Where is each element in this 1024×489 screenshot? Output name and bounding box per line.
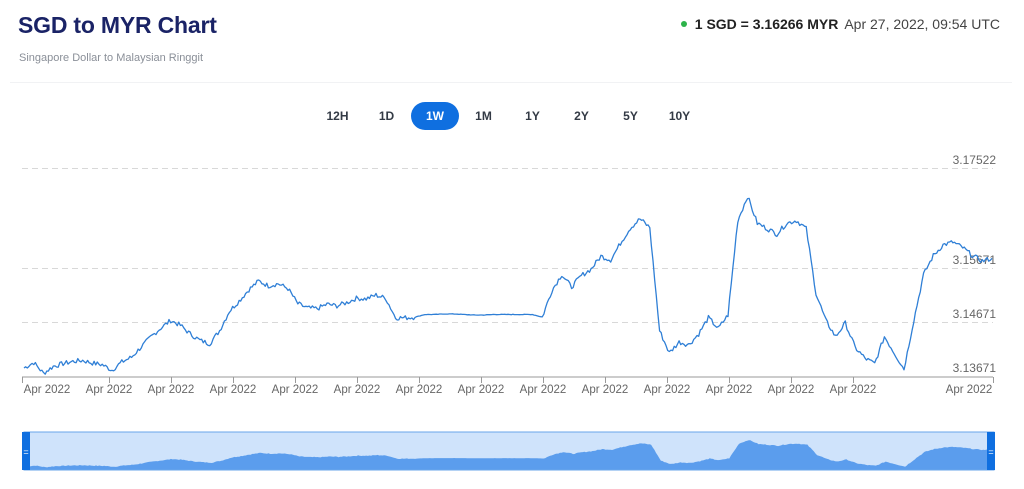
navigator[interactable]: = = xyxy=(22,431,995,471)
range-button-5y[interactable]: 5Y xyxy=(623,109,638,123)
page-subtitle: Singapore Dollar to Malaysian Ringgit xyxy=(19,52,204,64)
rate-value: 1 SGD = 3.16266 MYR xyxy=(694,16,839,32)
range-button-1w[interactable]: 1W xyxy=(411,102,459,130)
x-axis-label: Apr 2022 xyxy=(334,384,381,396)
time-range-selector: 12H 1D 1W 1M 1Y 2Y 5Y 10Y xyxy=(313,102,704,130)
current-rate: 1 SGD = 3.16266 MYR Apr 27, 2022, 09:54 … xyxy=(680,16,1000,32)
y-axis-labels: 3.17522 3.15671 3.14671 3.13671 xyxy=(953,153,997,375)
x-axis-label: Apr 2022 xyxy=(644,384,691,396)
x-axis-label: Apr 2022 xyxy=(830,384,877,396)
x-axis-label: Apr 2022 xyxy=(148,384,195,396)
navigator-left-handle-grip-icon: = xyxy=(23,447,28,457)
range-button-12h[interactable]: 12H xyxy=(326,109,349,123)
navigator-right-handle[interactable] xyxy=(987,432,995,470)
live-status-dot-icon xyxy=(680,21,687,27)
page-title: SGD to MYR Chart xyxy=(18,12,217,38)
y-axis-label: 3.13671 xyxy=(953,361,997,375)
x-axis-label: Apr 2022 xyxy=(458,384,505,396)
header-divider xyxy=(10,82,1012,83)
x-axis-label: Apr 2022 xyxy=(946,384,993,396)
range-button-1d[interactable]: 1D xyxy=(378,109,395,123)
x-axis-ticks: Apr 2022 Apr 2022 Apr 2022 Apr 2022 Apr 2022… xyxy=(22,377,994,396)
y-axis-label: 3.17522 xyxy=(953,153,997,167)
x-axis-label: Apr 2022 xyxy=(86,384,133,396)
x-axis-label: Apr 2022 xyxy=(272,384,319,396)
navigator-series-area xyxy=(24,440,994,470)
x-axis-label: Apr 2022 xyxy=(210,384,257,396)
rate-timestamp: Apr 27, 2022, 09:54 UTC xyxy=(844,16,1000,32)
x-axis-label: Apr 2022 xyxy=(520,384,567,396)
x-axis-label: Apr 2022 xyxy=(706,384,753,396)
navigator-right-handle-grip-icon: = xyxy=(988,447,993,457)
rate-line xyxy=(23,197,993,375)
y-axis-label: 3.15671 xyxy=(953,253,997,267)
y-axis-label: 3.14671 xyxy=(953,307,997,321)
range-button-1m[interactable]: 1M xyxy=(475,109,492,123)
range-button-2y[interactable]: 2Y xyxy=(574,109,589,123)
navigator-left-handle[interactable] xyxy=(22,432,30,470)
grid-lines xyxy=(22,168,993,323)
range-button-1y[interactable]: 1Y xyxy=(525,109,540,123)
x-axis-label: Apr 2022 xyxy=(396,384,443,396)
x-axis-label: Apr 2022 xyxy=(768,384,815,396)
x-axis-label: Apr 2022 xyxy=(582,384,629,396)
range-button-10y[interactable]: 10Y xyxy=(668,109,691,123)
x-axis-label: Apr 2022 xyxy=(24,384,71,396)
